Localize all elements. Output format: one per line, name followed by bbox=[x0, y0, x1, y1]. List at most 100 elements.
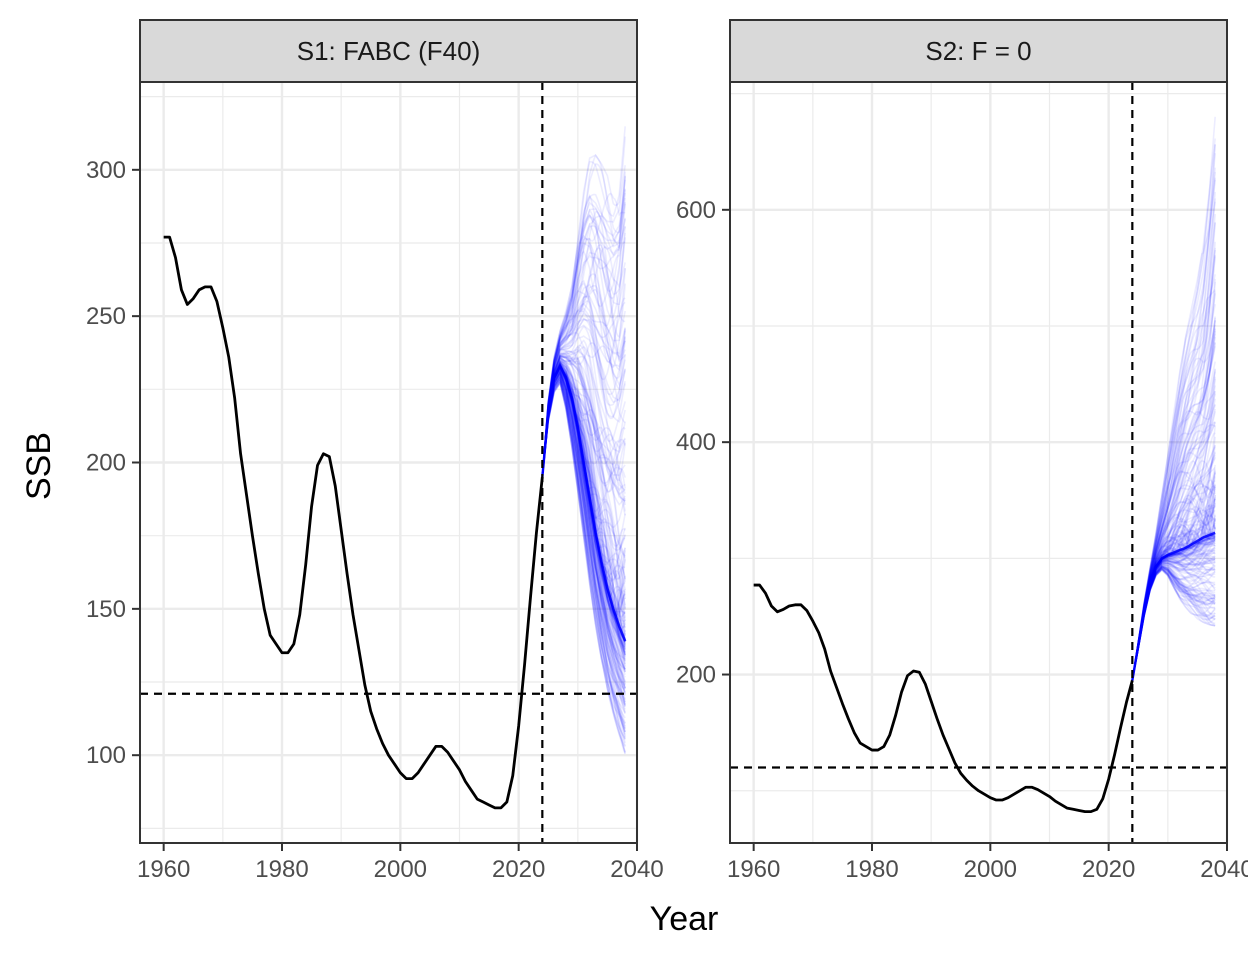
projection-trajectory bbox=[541, 378, 626, 755]
projection-trajectory bbox=[541, 251, 626, 478]
projection-trajectory bbox=[541, 370, 626, 689]
projection-trajectory bbox=[541, 369, 626, 672]
projection-trajectory bbox=[541, 203, 626, 478]
projection-trajectory bbox=[541, 350, 626, 478]
projection-trajectory bbox=[541, 192, 626, 478]
panel-s2-border bbox=[729, 81, 1228, 844]
panel-s2-title: S2: F = 0 bbox=[925, 36, 1031, 66]
projection-trajectory bbox=[541, 345, 626, 478]
panel-s1-series bbox=[140, 82, 637, 843]
projection-trajectory bbox=[541, 380, 626, 727]
projection-trajectory bbox=[541, 367, 626, 656]
projection-trajectory bbox=[541, 378, 626, 714]
projection-trajectory bbox=[541, 350, 626, 512]
projection-trajectory bbox=[1131, 222, 1216, 681]
x-tick-label: 2040 bbox=[610, 856, 663, 883]
projection-trajectory bbox=[1131, 177, 1216, 681]
projection-trajectory bbox=[541, 378, 626, 740]
projection-trajectory bbox=[541, 373, 626, 733]
y-tick-label: 400 bbox=[676, 429, 716, 456]
projection-trajectory bbox=[541, 368, 626, 660]
projection-trajectory bbox=[541, 355, 626, 492]
projection-trajectory bbox=[541, 380, 626, 753]
projection-trajectory bbox=[541, 376, 626, 724]
projection-trajectory bbox=[1131, 138, 1216, 681]
projection-trajectory bbox=[541, 381, 626, 753]
projection-trajectory bbox=[541, 350, 626, 506]
projection-trajectory bbox=[541, 295, 626, 478]
projection-trajectory bbox=[541, 295, 626, 478]
projection-trajectory bbox=[541, 357, 626, 485]
projection-trajectory bbox=[541, 377, 626, 747]
projection-trajectory bbox=[541, 354, 626, 494]
projection-trajectory bbox=[541, 368, 626, 671]
panel-s1: S1: FABC (F40) 1960 1980 2000 2020 2040 100 15… bbox=[86, 19, 664, 883]
historical-ssb-line bbox=[163, 235, 544, 810]
projection-trajectory bbox=[541, 355, 626, 493]
projection-trajectory bbox=[541, 317, 626, 478]
projection-trajectory bbox=[1131, 254, 1216, 681]
projection-trajectory bbox=[541, 225, 626, 478]
projection-trajectory bbox=[1131, 198, 1216, 681]
projection-trajectory bbox=[541, 273, 626, 478]
projection-trajectory bbox=[541, 379, 626, 748]
projection-trajectory bbox=[541, 312, 626, 478]
projection-trajectory bbox=[541, 370, 626, 673]
projection-trajectory bbox=[541, 165, 626, 478]
panel-s2-strip bbox=[729, 19, 1228, 83]
projection-trajectory bbox=[541, 372, 626, 689]
projection-trajectory bbox=[541, 373, 626, 713]
projection-trajectory bbox=[541, 358, 626, 551]
x-tick-label: 2040 bbox=[1200, 856, 1248, 883]
projection-trajectory bbox=[541, 357, 626, 581]
y-tick-label: 300 bbox=[86, 157, 126, 184]
panel-s2-background bbox=[730, 82, 1227, 843]
projection-trajectory bbox=[1131, 171, 1216, 681]
projection-trajectory bbox=[541, 376, 626, 730]
projection-trajectory bbox=[541, 378, 626, 737]
projection-trajectory bbox=[1131, 291, 1216, 681]
projection-trajectory bbox=[541, 371, 626, 673]
projection-trajectory bbox=[541, 348, 626, 478]
panel-s2-plot-area: 1960 1980 2000 2020 2040 200 400 600 bbox=[676, 81, 1248, 883]
projection-trajectory bbox=[541, 368, 626, 676]
projection-trajectory bbox=[541, 318, 626, 478]
projection-trajectory bbox=[541, 193, 626, 478]
y-tick-label: 150 bbox=[86, 596, 126, 623]
projection-trajectory bbox=[541, 246, 626, 478]
x-tick-label: 1980 bbox=[845, 856, 898, 883]
projection-trajectory bbox=[541, 360, 626, 558]
projection-trajectory bbox=[541, 371, 626, 682]
projection-trajectory bbox=[541, 283, 626, 478]
projection-trajectory bbox=[1131, 289, 1216, 681]
projection-trajectory bbox=[541, 353, 626, 491]
projection-trajectory bbox=[541, 356, 626, 557]
projection-trajectory bbox=[1131, 278, 1216, 681]
projection-trajectory bbox=[541, 307, 626, 478]
y-tick-label: 200 bbox=[86, 450, 126, 477]
projection-trajectory bbox=[541, 380, 626, 739]
projection-trajectory bbox=[541, 371, 626, 691]
projection-trajectory bbox=[541, 373, 626, 705]
projection-trajectory bbox=[541, 226, 626, 478]
panel-s1-axes: 1960 1980 2000 2020 2040 100 150 200 250 300 bbox=[86, 157, 664, 883]
x-tick-label: 2020 bbox=[492, 856, 545, 883]
projection-trajectory bbox=[541, 355, 626, 516]
projection-trajectory bbox=[1131, 293, 1216, 681]
projection-trajectory bbox=[541, 136, 626, 478]
projection-trajectory bbox=[1131, 342, 1216, 681]
projection-trajectory bbox=[541, 377, 626, 733]
panel-s2-axes: 1960 1980 2000 2020 2040 200 400 600 bbox=[676, 197, 1248, 883]
projection-trajectory bbox=[541, 370, 626, 689]
projection-trajectory bbox=[1131, 167, 1216, 681]
projection-trajectory bbox=[1131, 144, 1216, 681]
projection-trajectory bbox=[1131, 327, 1216, 681]
projection-trajectory bbox=[541, 189, 626, 478]
projection-trajectory bbox=[541, 366, 626, 662]
projection-trajectory bbox=[541, 356, 626, 501]
projection-trajectory bbox=[541, 355, 626, 580]
projection-trajectory bbox=[541, 339, 626, 493]
y-tick-label: 600 bbox=[676, 197, 716, 224]
projection-trajectory bbox=[541, 210, 626, 478]
